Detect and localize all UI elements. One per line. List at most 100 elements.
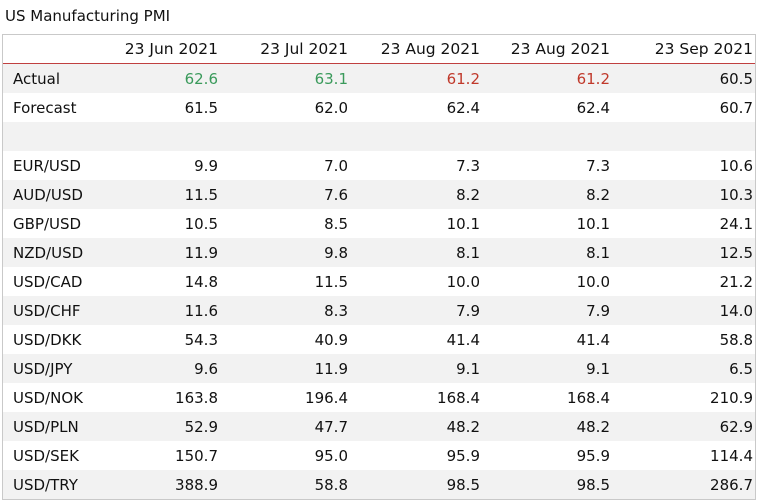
table-cell: 150.7	[175, 446, 218, 465]
row-label: USD/PLN	[13, 417, 79, 436]
row-label: USD/NOK	[13, 388, 83, 407]
table-cell: 58.8	[719, 330, 753, 349]
column-header: 23 Jun 2021	[124, 40, 218, 58]
table-cell: 8.5	[324, 214, 348, 233]
table-cell: 11.9	[314, 359, 348, 378]
table-cell: 11.9	[184, 243, 218, 262]
table-cell: 168.4	[437, 388, 480, 407]
table-cell: 10.1	[576, 214, 610, 233]
table-cell: 163.8	[175, 388, 218, 407]
table-cell: 10.3	[719, 185, 753, 204]
table-cell: 14.8	[184, 272, 218, 291]
table-cell: 7.9	[456, 301, 480, 320]
table-row: NZD/USD 11.9 9.8 8.1 8.1 12.5	[3, 238, 755, 267]
table-cell: 21.2	[719, 272, 753, 291]
table-cell: 95.9	[576, 446, 610, 465]
table-cell: 14.0	[719, 301, 753, 320]
table-cell: 48.2	[576, 417, 610, 436]
table-cell: 196.4	[305, 388, 348, 407]
actual-value: 63.1	[314, 69, 348, 88]
forecast-value: 61.5	[184, 98, 218, 117]
column-header: 23 Jul 2021	[260, 40, 348, 58]
table-row: EUR/USD 9.9 7.0 7.3 7.3 10.6	[3, 151, 755, 180]
table-cell: 7.3	[586, 156, 610, 175]
row-label: USD/CHF	[13, 301, 81, 320]
row-label: USD/JPY	[13, 359, 73, 378]
row-label: USD/SEK	[13, 446, 79, 465]
table-cell: 8.2	[586, 185, 610, 204]
table-cell: 8.1	[586, 243, 610, 262]
row-label: EUR/USD	[13, 156, 81, 175]
table-cell: 10.6	[719, 156, 753, 175]
actual-value: 61.2	[446, 69, 480, 88]
table-cell: 24.1	[719, 214, 753, 233]
table-cell: 95.9	[446, 446, 480, 465]
table-cell: 388.9	[175, 475, 218, 494]
table-row: USD/NOK 163.8 196.4 168.4 168.4 210.9	[3, 383, 755, 412]
table-cell: 286.7	[710, 475, 753, 494]
table-row: USD/TRY 388.9 58.8 98.5 98.5 286.7	[3, 470, 755, 499]
table-row: USD/CHF 11.6 8.3 7.9 7.9 14.0	[3, 296, 755, 325]
table-cell: 9.9	[194, 156, 218, 175]
table-cell: 8.2	[456, 185, 480, 204]
header-row: 23 Jun 2021 23 Jul 2021 23 Aug 2021 23 A…	[3, 35, 755, 64]
row-label: Actual	[13, 69, 60, 88]
table-row: USD/JPY 9.6 11.9 9.1 9.1 6.5	[3, 354, 755, 383]
table-cell: 168.4	[567, 388, 610, 407]
table-row: USD/CAD 14.8 11.5 10.0 10.0 21.2	[3, 267, 755, 296]
table-title: US Manufacturing PMI	[5, 7, 171, 25]
table-cell: 114.4	[710, 446, 753, 465]
row-label: USD/CAD	[13, 272, 83, 291]
table-cell: 9.6	[194, 359, 218, 378]
table-cell: 7.6	[324, 185, 348, 204]
actual-value: 61.2	[576, 69, 610, 88]
table-row: USD/SEK 150.7 95.0 95.9 95.9 114.4	[3, 441, 755, 470]
table-cell: 7.0	[324, 156, 348, 175]
row-label: NZD/USD	[13, 243, 84, 262]
forecast-value: 62.4	[446, 98, 480, 117]
table-cell: 47.7	[314, 417, 348, 436]
actual-value: 60.5	[719, 69, 753, 88]
row-label: USD/TRY	[13, 475, 78, 494]
table-cell: 98.5	[446, 475, 480, 494]
actual-row: Actual 62.6 63.1 61.2 61.2 60.5	[3, 64, 755, 93]
table-row: USD/PLN 52.9 47.7 48.2 48.2 62.9	[3, 412, 755, 441]
column-header: 23 Aug 2021	[510, 40, 610, 58]
table-row: USD/DKK 54.3 40.9 41.4 41.4 58.8	[3, 325, 755, 354]
row-label: AUD/USD	[13, 185, 83, 204]
forecast-value: 62.0	[314, 98, 348, 117]
table-cell: 58.8	[314, 475, 348, 494]
table-cell: 11.5	[184, 185, 218, 204]
table-cell: 8.1	[456, 243, 480, 262]
table-cell: 10.1	[446, 214, 480, 233]
actual-value: 62.6	[184, 69, 218, 88]
table-cell: 9.8	[324, 243, 348, 262]
table-cell: 54.3	[184, 330, 218, 349]
table-row: GBP/USD 10.5 8.5 10.1 10.1 24.1	[3, 209, 755, 238]
column-header: 23 Aug 2021	[380, 40, 480, 58]
forecast-row: Forecast 61.5 62.0 62.4 62.4 60.7	[3, 93, 755, 122]
forecast-value: 60.7	[719, 98, 753, 117]
spacer-row	[3, 122, 755, 151]
table-cell: 12.5	[719, 243, 753, 262]
table-cell: 11.6	[184, 301, 218, 320]
table-cell: 41.4	[576, 330, 610, 349]
column-header: 23 Sep 2021	[654, 40, 753, 58]
table-cell: 7.3	[456, 156, 480, 175]
table-cell: 210.9	[710, 388, 753, 407]
table-cell: 8.3	[324, 301, 348, 320]
table-cell: 11.5	[314, 272, 348, 291]
table-cell: 7.9	[586, 301, 610, 320]
table-cell: 98.5	[576, 475, 610, 494]
table-cell: 6.5	[729, 359, 753, 378]
table-cell: 41.4	[446, 330, 480, 349]
pmi-table: 23 Jun 2021 23 Jul 2021 23 Aug 2021 23 A…	[2, 34, 756, 500]
row-label: USD/DKK	[13, 330, 82, 349]
table-cell: 10.5	[184, 214, 218, 233]
currency-pair-rows: EUR/USD 9.9 7.0 7.3 7.3 10.6 AUD/USD 11.5 7.6 8.2…	[3, 151, 755, 499]
table-cell: 48.2	[446, 417, 480, 436]
row-label: GBP/USD	[13, 214, 82, 233]
row-label: Forecast	[13, 98, 77, 117]
table-cell: 95.0	[314, 446, 348, 465]
table-cell: 9.1	[456, 359, 480, 378]
